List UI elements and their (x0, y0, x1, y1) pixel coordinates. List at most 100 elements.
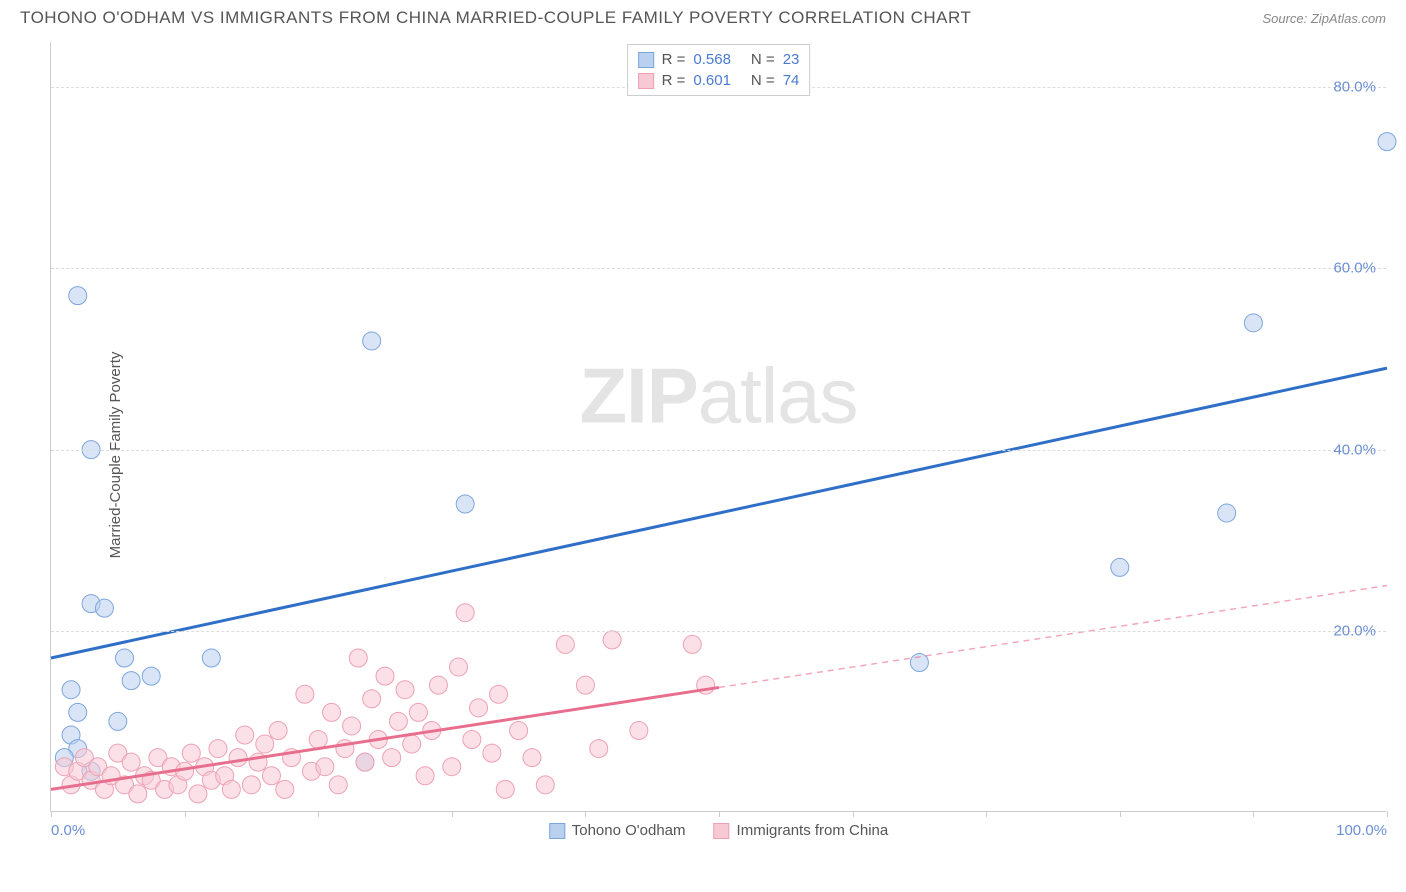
data-point (62, 681, 80, 699)
x-tick (1387, 811, 1388, 817)
data-point (363, 690, 381, 708)
legend-stats-row-2: R = 0.601 N = 74 (638, 70, 800, 91)
legend-stats: R = 0.568 N = 23 R = 0.601 N = 74 (627, 44, 811, 96)
x-tick-label: 0.0% (51, 822, 85, 839)
legend-stats-row-1: R = 0.568 N = 23 (638, 49, 800, 70)
data-point (269, 721, 287, 739)
data-point (556, 635, 574, 653)
data-point (590, 740, 608, 758)
data-point (496, 780, 514, 798)
y-tick-label: 60.0% (1333, 260, 1376, 277)
data-point (95, 599, 113, 617)
data-point (349, 649, 367, 667)
data-point (523, 749, 541, 767)
y-tick-label: 40.0% (1333, 441, 1376, 458)
data-point (222, 780, 240, 798)
data-point (1111, 558, 1129, 576)
plot-area: ZIPatlas R = 0.568 N = 23 R = 0.601 N = … (50, 42, 1386, 812)
data-point (429, 676, 447, 694)
data-point (409, 703, 427, 721)
data-point (69, 287, 87, 305)
data-point (122, 753, 140, 771)
data-point (142, 667, 160, 685)
data-point (182, 744, 200, 762)
legend-label-2: Immigrants from China (737, 822, 889, 839)
x-tick (318, 811, 319, 817)
x-tick-label: 100.0% (1336, 822, 1387, 839)
data-point (115, 649, 133, 667)
data-point (329, 776, 347, 794)
legend-n-value-2: 74 (783, 72, 800, 89)
data-point (209, 740, 227, 758)
data-point (603, 631, 621, 649)
data-point (202, 649, 220, 667)
y-tick-label: 80.0% (1333, 79, 1376, 96)
legend-r-label: R = (662, 51, 686, 68)
data-point (449, 658, 467, 676)
data-point (456, 495, 474, 513)
data-point (1244, 314, 1262, 332)
data-point (69, 703, 87, 721)
data-point (236, 726, 254, 744)
x-tick (1120, 811, 1121, 817)
x-tick (1253, 811, 1254, 817)
x-tick (853, 811, 854, 817)
data-point (630, 721, 648, 739)
data-point (316, 758, 334, 776)
data-point (296, 685, 314, 703)
data-point (276, 780, 294, 798)
data-point (396, 681, 414, 699)
legend-r-value-2: 0.601 (693, 72, 731, 89)
data-point (470, 699, 488, 717)
chart-header: TOHONO O'ODHAM VS IMMIGRANTS FROM CHINA … (0, 0, 1406, 30)
legend-r-label: R = (662, 72, 686, 89)
data-point (189, 785, 207, 803)
data-point (483, 744, 501, 762)
data-point (443, 758, 461, 776)
data-point (256, 735, 274, 753)
data-point (510, 721, 528, 739)
x-tick (452, 811, 453, 817)
legend-swatch-pink (714, 823, 730, 839)
data-point (109, 712, 127, 730)
trend-line-dashed (719, 586, 1387, 688)
trend-line (51, 368, 1387, 658)
x-tick (719, 811, 720, 817)
gridline (51, 631, 1386, 632)
legend-n-label: N = (751, 51, 775, 68)
data-point (363, 332, 381, 350)
legend-swatch-pink (638, 73, 654, 89)
legend-series: Tohono O'odham Immigrants from China (549, 822, 889, 839)
chart-title: TOHONO O'ODHAM VS IMMIGRANTS FROM CHINA … (20, 8, 971, 28)
data-point (356, 753, 374, 771)
data-point (576, 676, 594, 694)
trend-line (51, 687, 719, 789)
legend-r-value-1: 0.568 (693, 51, 731, 68)
chart-container: Married-Couple Family Poverty ZIPatlas R… (0, 30, 1406, 880)
data-point (416, 767, 434, 785)
data-point (389, 712, 407, 730)
data-point (309, 731, 327, 749)
chart-source: Source: ZipAtlas.com (1262, 11, 1386, 26)
data-point (242, 776, 260, 794)
data-point (343, 717, 361, 735)
data-point (1378, 133, 1396, 151)
data-point (129, 785, 147, 803)
data-point (376, 667, 394, 685)
data-point (456, 604, 474, 622)
data-point (383, 749, 401, 767)
legend-n-label: N = (751, 72, 775, 89)
data-point (122, 672, 140, 690)
legend-label-1: Tohono O'odham (572, 822, 686, 839)
legend-swatch-blue (549, 823, 565, 839)
data-point (323, 703, 341, 721)
x-tick (986, 811, 987, 817)
gridline (51, 450, 1386, 451)
legend-swatch-blue (638, 52, 654, 68)
x-tick (185, 811, 186, 817)
data-point (683, 635, 701, 653)
x-tick (585, 811, 586, 817)
data-point (262, 767, 280, 785)
data-point (463, 731, 481, 749)
data-point (403, 735, 421, 753)
